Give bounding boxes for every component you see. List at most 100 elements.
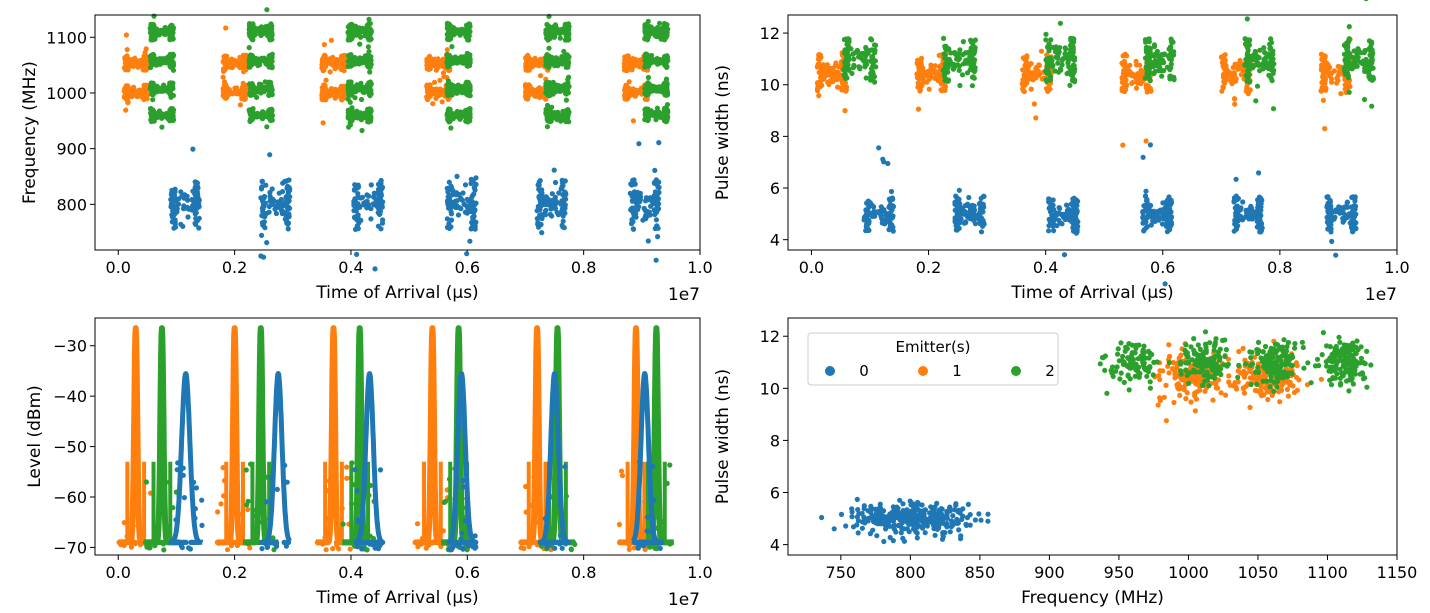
data-point bbox=[159, 124, 165, 130]
data-point bbox=[438, 59, 444, 65]
data-point bbox=[535, 220, 541, 226]
y-tick-label: 1100 bbox=[46, 28, 87, 47]
data-point bbox=[424, 95, 430, 101]
data-point bbox=[430, 101, 436, 107]
data-point bbox=[237, 102, 243, 108]
data-point bbox=[170, 26, 176, 33]
data-point bbox=[444, 47, 450, 53]
data-point bbox=[367, 37, 373, 43]
data-point bbox=[546, 45, 552, 51]
data-point bbox=[544, 35, 550, 41]
data-point bbox=[651, 207, 657, 213]
data-point bbox=[350, 84, 356, 90]
y-tick-label: 10 bbox=[760, 76, 780, 95]
data-point bbox=[268, 22, 274, 28]
data-point bbox=[320, 120, 326, 126]
data-point bbox=[468, 177, 475, 183]
data-point bbox=[654, 34, 660, 40]
data-point bbox=[361, 202, 367, 208]
data-point bbox=[140, 67, 146, 73]
x-tick-label: 1.0 bbox=[687, 258, 712, 277]
data-point bbox=[192, 196, 198, 202]
data-point bbox=[221, 91, 227, 97]
data-point bbox=[565, 60, 572, 67]
data-point bbox=[347, 53, 353, 59]
x-tick-label: 0.6 bbox=[455, 258, 480, 277]
data-point bbox=[269, 117, 275, 123]
data-point bbox=[354, 223, 360, 229]
data-point bbox=[526, 67, 532, 73]
data-point bbox=[229, 56, 235, 62]
data-point bbox=[1036, 70, 1042, 77]
data-point bbox=[164, 85, 170, 91]
data-point bbox=[250, 30, 256, 36]
data-point bbox=[648, 24, 654, 30]
data-point bbox=[645, 212, 651, 219]
data-point bbox=[286, 211, 292, 217]
data-point bbox=[555, 113, 561, 119]
data-point bbox=[287, 186, 293, 193]
data-point bbox=[816, 61, 822, 68]
data-point bbox=[623, 67, 629, 73]
data-point bbox=[366, 21, 372, 27]
y-tick-label: 6 bbox=[770, 179, 780, 198]
data-point bbox=[445, 83, 451, 89]
data-point bbox=[467, 107, 473, 113]
data-point bbox=[269, 186, 275, 192]
data-point bbox=[559, 177, 565, 183]
data-point bbox=[629, 198, 636, 204]
data-point bbox=[365, 44, 371, 50]
data-point bbox=[655, 234, 661, 240]
data-point bbox=[637, 58, 643, 64]
data-point bbox=[630, 118, 637, 124]
data-point bbox=[129, 86, 135, 92]
data-point bbox=[817, 52, 824, 58]
data-point bbox=[561, 114, 568, 120]
data-point bbox=[261, 193, 268, 200]
data-point bbox=[132, 55, 138, 61]
data-point bbox=[168, 196, 174, 202]
data-point bbox=[563, 91, 569, 97]
data-point bbox=[426, 56, 432, 63]
data-point bbox=[566, 74, 572, 80]
data-point bbox=[563, 97, 570, 103]
data-point bbox=[376, 200, 382, 206]
data-point bbox=[368, 182, 374, 188]
data-point bbox=[552, 179, 559, 186]
x-tick-label: 0.2 bbox=[916, 258, 941, 277]
data-point bbox=[632, 181, 638, 187]
data-point bbox=[549, 60, 555, 66]
data-point bbox=[254, 94, 260, 100]
data-point bbox=[542, 208, 548, 215]
data-point bbox=[645, 29, 651, 35]
data-point bbox=[546, 13, 552, 19]
data-point bbox=[466, 55, 472, 62]
data-point bbox=[150, 91, 156, 98]
data-point bbox=[321, 82, 327, 88]
data-point bbox=[123, 91, 129, 97]
data-point bbox=[546, 80, 553, 86]
data-point bbox=[538, 90, 544, 96]
data-point bbox=[378, 226, 384, 232]
data-point bbox=[375, 181, 382, 187]
data-point bbox=[141, 95, 147, 101]
data-point bbox=[354, 251, 360, 257]
data-point bbox=[276, 203, 282, 209]
data-point bbox=[917, 88, 923, 94]
data-point bbox=[241, 63, 247, 69]
data-point bbox=[170, 36, 176, 42]
data-point bbox=[643, 107, 649, 113]
data-point bbox=[367, 90, 373, 96]
data-point bbox=[347, 99, 353, 105]
data-point bbox=[371, 194, 377, 200]
data-point bbox=[471, 185, 477, 191]
data-point bbox=[346, 29, 352, 35]
data-point bbox=[644, 21, 650, 27]
data-point bbox=[154, 86, 160, 92]
data-point bbox=[546, 91, 553, 98]
data-point bbox=[936, 74, 943, 80]
data-point bbox=[444, 216, 450, 222]
data-point bbox=[172, 224, 179, 230]
data-point bbox=[560, 213, 566, 219]
data-point bbox=[446, 35, 453, 41]
